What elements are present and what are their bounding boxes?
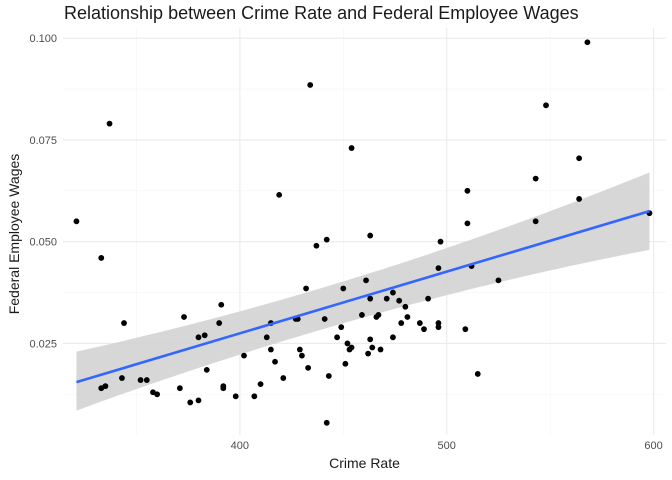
data-point [296,346,303,353]
data-point [276,191,283,198]
data-point [342,360,349,367]
data-point [323,236,330,243]
data-point [216,320,223,326]
data-point [367,295,374,302]
data-point [363,277,369,284]
data-point [348,145,355,151]
data-point [176,385,183,392]
data-point [106,120,113,127]
data-point [390,334,396,341]
data-point [303,285,309,292]
data-point [187,399,194,406]
data-point [218,301,225,308]
data-point [462,326,469,333]
data-point [251,393,258,400]
data-point [576,196,583,202]
data-point [404,314,411,320]
data-point [532,175,539,182]
data-point [137,377,144,383]
data-point [73,218,80,225]
data-point [201,332,208,339]
confidence-ribbon [76,172,650,411]
data-point [307,82,314,88]
data-point [344,340,351,347]
data-point [532,218,539,225]
data-point [416,320,423,326]
data-point [435,320,442,326]
data-point [369,344,376,351]
y-tick-label: 0.100 [29,33,57,45]
data-point [390,289,396,296]
data-point [375,312,382,318]
data-point [474,371,481,377]
data-point [365,350,372,357]
data-point [257,381,264,388]
data-point [398,320,405,326]
data-point [367,232,374,239]
data-point [313,242,320,249]
x-tick-label: 600 [644,440,662,452]
data-point [102,383,109,390]
data-point [181,314,187,320]
data-point [359,312,365,318]
data-point [195,334,202,341]
data-point [340,285,347,292]
data-point [383,295,390,302]
data-point [98,255,105,261]
data-point [377,346,384,353]
data-point [232,393,239,400]
data-point [495,277,502,284]
y-tick-label: 0.050 [29,237,57,249]
data-point [325,373,332,379]
data-point [321,316,328,322]
data-point [584,39,591,46]
data-point [402,303,409,310]
y-axis-label: Federal Employee Wages [6,153,22,315]
data-point [576,155,583,162]
data-point [263,334,270,341]
data-point [280,375,287,381]
data-point [435,324,442,331]
data-point [305,364,312,371]
data-point [121,320,127,326]
y-tick-label: 0.075 [29,135,57,147]
x-tick-label: 400 [231,440,249,452]
data-point [437,238,444,245]
data-point [195,397,202,404]
x-tick-label: 500 [438,440,456,452]
chart-title: Relationship between Crime Rate and Fede… [64,3,579,23]
data-point [464,220,471,227]
regression-line [76,209,650,384]
data-point [334,334,340,341]
data-point [267,346,274,353]
data-point [421,326,427,333]
data-point [299,352,305,359]
data-point [396,297,403,304]
data-point [543,102,549,109]
data-point [272,358,278,365]
data-point [338,324,345,331]
data-point [425,295,432,302]
data-point [323,419,330,426]
data-point [203,366,210,373]
data-point [241,352,247,359]
data-point [367,336,374,343]
x-axis-label: Crime Rate [329,455,400,471]
data-point [464,187,471,194]
data-point [435,265,442,272]
data-point [143,377,150,383]
y-tick-label: 0.025 [29,338,57,350]
data-point [119,375,125,381]
data-point [154,391,161,398]
data-point [348,344,355,351]
data-point [220,385,227,392]
